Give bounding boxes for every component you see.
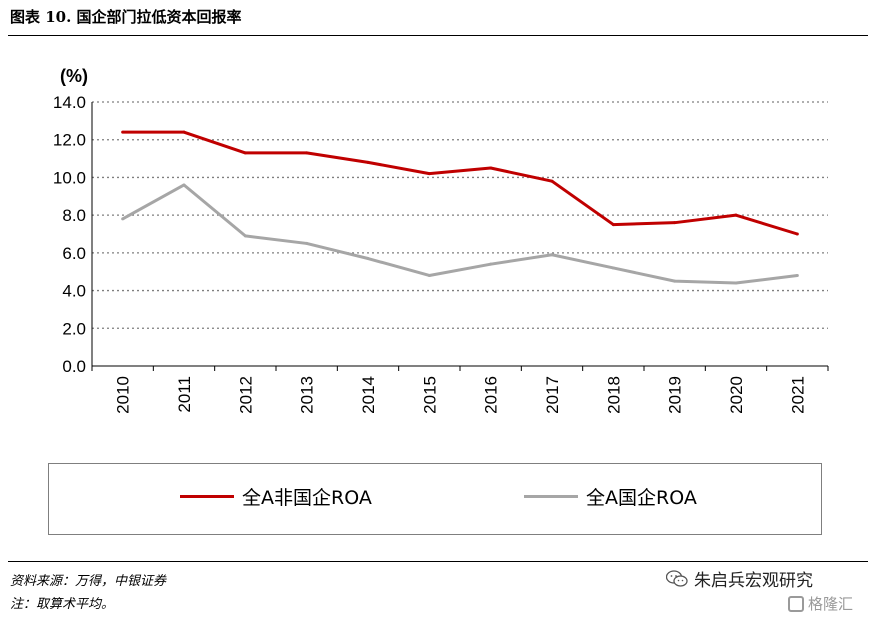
wechat-account: 朱启兵宏观研究: [666, 566, 813, 591]
data-point: [243, 234, 247, 238]
x-tick-label: 2019: [666, 376, 685, 414]
footer-divider: [8, 561, 868, 562]
data-point: [550, 179, 554, 183]
data-point: [611, 223, 615, 227]
data-point: [489, 262, 493, 266]
data-point: [182, 183, 186, 187]
data-point: [611, 266, 615, 270]
series-line-1: [122, 130, 798, 236]
data-point: [366, 257, 370, 261]
legend-label: 全A国企ROA: [586, 487, 697, 509]
y-tick-label: 8.0: [62, 206, 86, 225]
data-point: [182, 130, 186, 134]
legend-item-series-2: 全A国企ROA: [524, 483, 697, 510]
x-tick-label: 2016: [482, 376, 501, 414]
data-point: [734, 281, 738, 285]
data-point: [427, 273, 431, 277]
data-point: [366, 160, 370, 164]
x-tick-label: 2013: [298, 376, 317, 414]
y-tick-label: 6.0: [62, 244, 86, 263]
legend-swatch: [180, 495, 234, 498]
x-tick-label: 2020: [727, 376, 746, 414]
y-tick-label: 0.0: [62, 357, 86, 376]
data-point: [795, 232, 799, 236]
y-axis: 0.0 2.0 4.0 6.0 8.0 10.0 12.0 14.0: [53, 93, 93, 376]
data-point: [673, 279, 677, 283]
watermark-logo-icon: [788, 595, 804, 612]
data-point: [489, 166, 493, 170]
y-tick-label: 4.0: [62, 282, 86, 301]
y-tick-label: 10.0: [53, 168, 86, 187]
x-axis: 2010 2011 2012 2013 2014 2015 2016 2017 2018 2019…: [91, 365, 829, 414]
grid-lines: [92, 101, 828, 329]
x-tick-label: 2015: [420, 376, 439, 414]
series-lines: [121, 130, 799, 285]
data-point: [550, 253, 554, 257]
series-line-2: [121, 183, 798, 285]
watermark: 格隆汇: [788, 593, 853, 614]
x-tick-label: 2017: [543, 376, 562, 414]
y-tick-label: 14.0: [53, 93, 86, 112]
line-chart: 0.0 2.0 4.0 6.0 8.0 10.0 12.0 14.0 2010 2011 2012…: [53, 66, 829, 414]
x-tick-label: 2014: [359, 376, 378, 414]
data-point: [305, 151, 309, 155]
data-point: [734, 213, 738, 217]
y-axis-label: (%): [60, 66, 88, 86]
legend-label: 全A非国企ROA: [242, 487, 372, 509]
chart-legend: 全A非国企ROA 全A国企ROA: [48, 463, 822, 535]
data-point: [427, 172, 431, 176]
data-point: [121, 130, 125, 134]
data-point: [243, 151, 247, 155]
source-note: 资料来源：万得，中银证券: [10, 574, 167, 589]
data-point: [121, 217, 125, 221]
wechat-icon: [666, 569, 688, 587]
y-tick-label: 12.0: [53, 131, 86, 150]
data-point: [305, 241, 309, 245]
x-tick-label: 2018: [604, 376, 623, 414]
wechat-account-name: 朱启兵宏观研究: [694, 571, 813, 591]
y-tick-label: 2.0: [62, 319, 86, 338]
x-tick-label: 2012: [236, 376, 255, 414]
chart-title: 图表 10. 国企部门拉低资本回报率: [10, 8, 242, 26]
calculation-note: 注：取算术平均。: [10, 597, 115, 612]
legend-item-series-1: 全A非国企ROA: [180, 483, 372, 510]
data-point: [795, 273, 799, 277]
watermark-text: 格隆汇: [808, 595, 854, 613]
x-tick-label: 2011: [175, 376, 194, 413]
legend-swatch: [524, 495, 578, 498]
x-tick-label: 2010: [114, 376, 133, 414]
title-divider: [8, 35, 868, 36]
x-tick-label: 2021: [788, 376, 807, 414]
data-point: [673, 221, 677, 225]
